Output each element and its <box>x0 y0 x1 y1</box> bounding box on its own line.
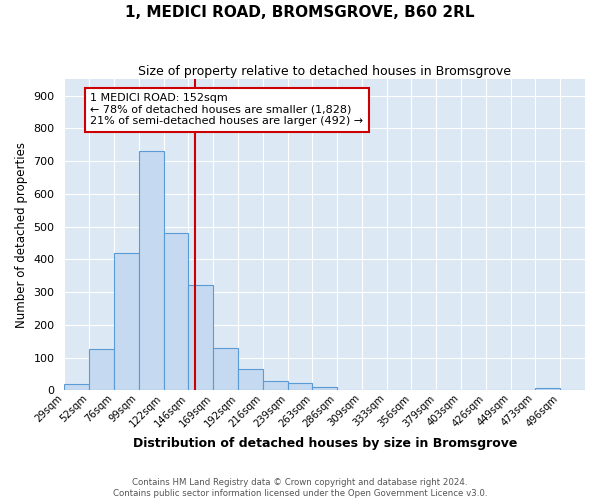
Bar <box>238 369 263 390</box>
Bar <box>89 350 114 391</box>
Bar <box>139 151 164 390</box>
Bar <box>535 388 560 390</box>
Bar <box>313 387 337 390</box>
Title: Size of property relative to detached houses in Bromsgrove: Size of property relative to detached ho… <box>138 65 511 78</box>
Text: 1 MEDICI ROAD: 152sqm
← 78% of detached houses are smaller (1,828)
21% of semi-d: 1 MEDICI ROAD: 152sqm ← 78% of detached … <box>91 93 364 126</box>
Bar <box>263 382 287 390</box>
Bar <box>188 286 213 391</box>
Bar <box>164 233 188 390</box>
Bar <box>114 252 139 390</box>
Bar <box>213 348 238 391</box>
Text: Contains HM Land Registry data © Crown copyright and database right 2024.
Contai: Contains HM Land Registry data © Crown c… <box>113 478 487 498</box>
Text: 1, MEDICI ROAD, BROMSGROVE, B60 2RL: 1, MEDICI ROAD, BROMSGROVE, B60 2RL <box>125 5 475 20</box>
Bar <box>64 384 89 390</box>
Y-axis label: Number of detached properties: Number of detached properties <box>15 142 28 328</box>
Bar <box>287 383 313 390</box>
X-axis label: Distribution of detached houses by size in Bromsgrove: Distribution of detached houses by size … <box>133 437 517 450</box>
